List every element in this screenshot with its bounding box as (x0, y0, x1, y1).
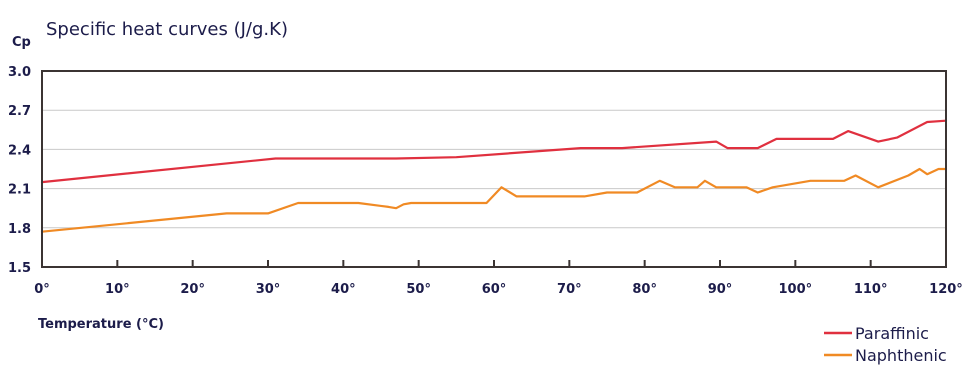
x-tick-label: 40° (331, 282, 356, 297)
y-axis-label: Cp (12, 35, 31, 50)
x-tick-label: 100° (779, 282, 813, 297)
x-tick-label: 30° (256, 282, 281, 297)
y-tick-label: 1.8 (8, 222, 31, 237)
x-tick-label: 90° (708, 282, 733, 297)
x-tick-label: 20° (180, 282, 205, 297)
chart-title: Specific heat curves (J/g.K) (46, 19, 288, 40)
y-axis-ticks: 1.5 1.8 2.1 2.4 2.7 3.0 (8, 65, 31, 276)
y-tick-label: 2.1 (8, 183, 31, 198)
y-tick-label: 2.7 (8, 104, 31, 119)
x-axis-label: Temperature (°C) (38, 317, 164, 332)
x-tick-label: 0° (34, 282, 50, 297)
x-tick-label: 110° (854, 282, 888, 297)
x-tick-label: 50° (406, 282, 431, 297)
series-line-naphthenic (40, 167, 948, 233)
x-tick-label: 70° (557, 282, 582, 297)
x-tick-label: 60° (482, 282, 507, 297)
y-tick-label: 1.5 (8, 261, 31, 276)
x-tick-label: 10° (105, 282, 130, 297)
legend: Paraffinic Naphthenic (824, 324, 947, 365)
x-tick-label: 120° (929, 282, 963, 297)
series-line-paraffinic (40, 119, 948, 184)
y-tick-label: 2.4 (8, 143, 31, 158)
y-tick-label: 3.0 (8, 65, 31, 80)
plot-frame (41, 70, 947, 268)
legend-label: Naphthenic (855, 346, 947, 365)
gridlines (42, 109, 946, 229)
x-tick-label: 80° (632, 282, 657, 297)
x-axis-ticks: 0° 10° 20° 30° 40° 50° 60° 70° 80° 90° 100° 110° 120… (34, 260, 963, 297)
data-series (40, 119, 948, 233)
legend-label: Paraffinic (855, 324, 929, 343)
